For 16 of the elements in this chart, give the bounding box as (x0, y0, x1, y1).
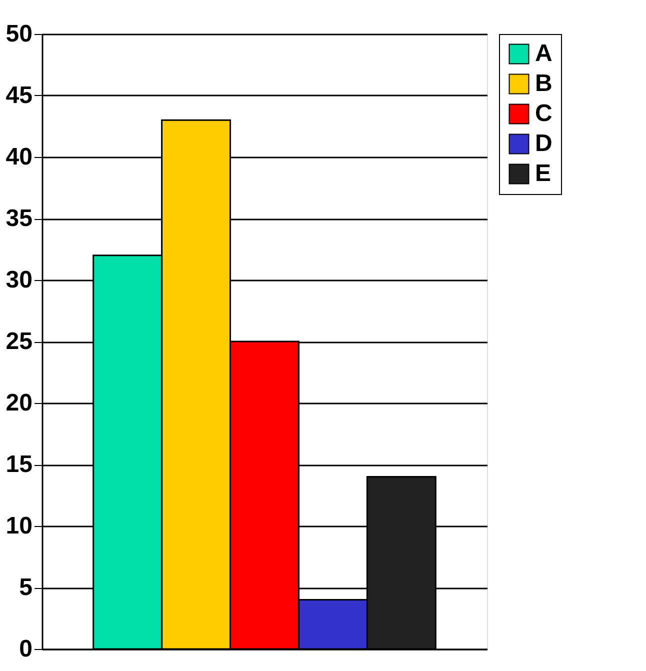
y-tick-label: 35 (6, 205, 32, 232)
legend-label: D (535, 130, 552, 157)
legend-label: A (535, 40, 552, 67)
y-tick-label: 50 (6, 20, 32, 48)
y-tick-label: 40 (6, 144, 32, 170)
y-tick-label: 15 (6, 451, 32, 478)
y-tick-label: 25 (6, 328, 32, 355)
y-tick-label: 20 (6, 390, 32, 416)
y-tick-label: 45 (6, 82, 32, 109)
y-tick-label: 10 (6, 512, 32, 540)
legend-label: C (535, 100, 552, 127)
y-tick-label: 30 (6, 266, 32, 294)
y-tick-label: 5 (19, 574, 32, 601)
legend-label: B (535, 70, 552, 97)
y-tick-label: 0 (19, 636, 32, 662)
legend-label: E (535, 160, 552, 187)
